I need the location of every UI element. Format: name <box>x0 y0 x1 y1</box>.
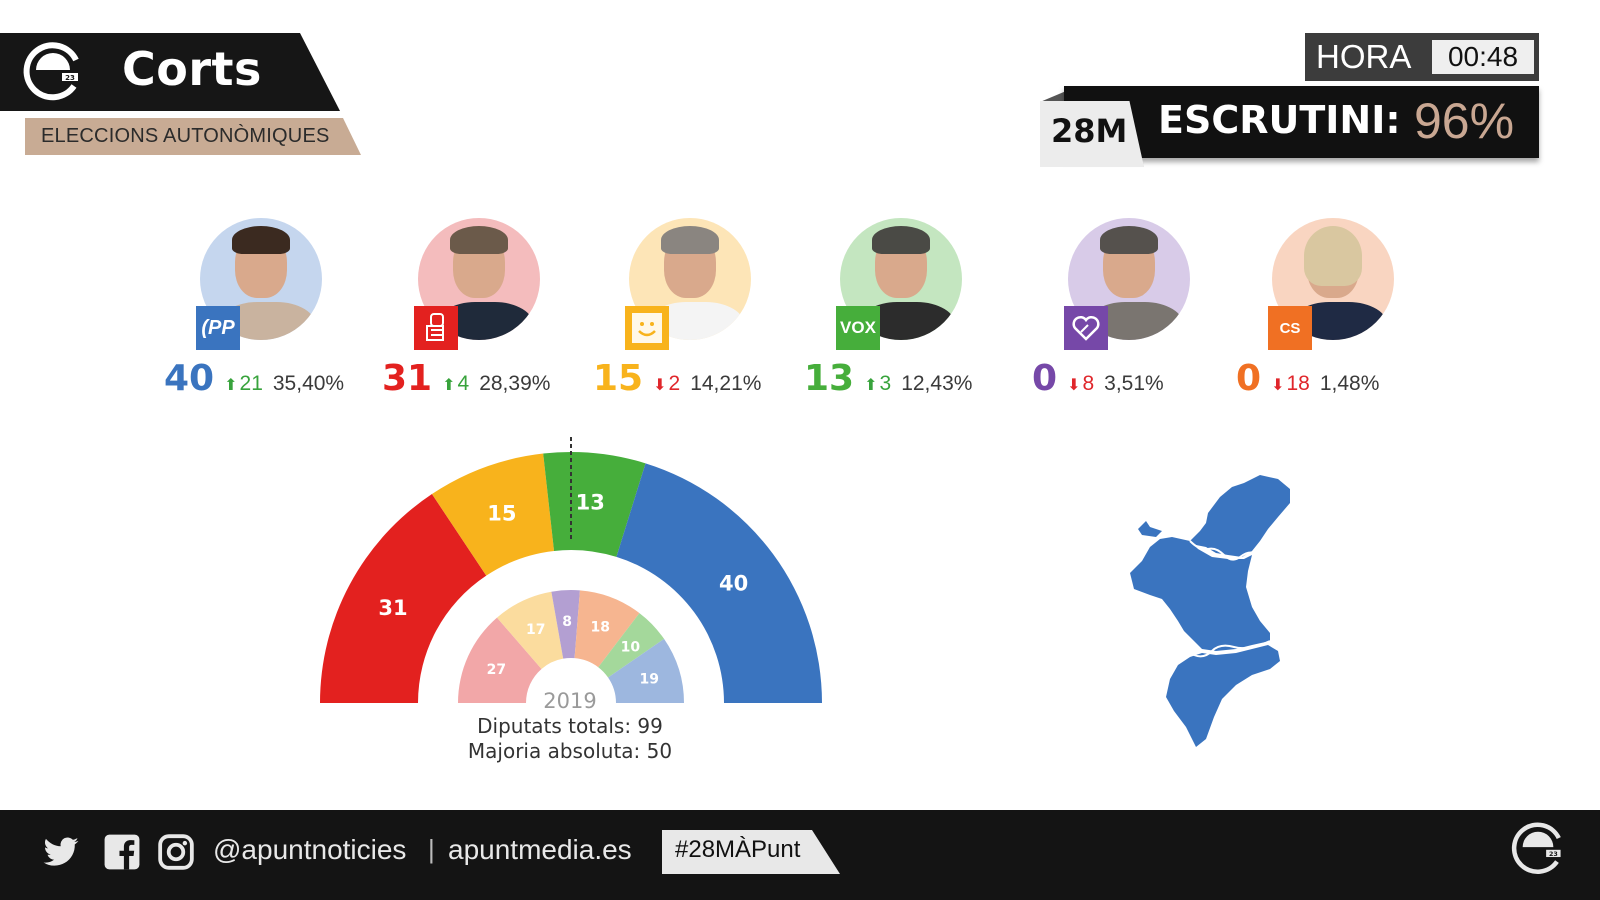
subtitle: ELECCIONS AUTONÒMIQUES <box>41 125 330 147</box>
segment-label: 31 <box>378 596 407 620</box>
castello-province <box>1190 475 1290 557</box>
vote-percentage: 14,21% <box>690 372 762 395</box>
segment-label: 17 <box>526 622 545 638</box>
psoe-rose-logo-icon <box>414 306 458 350</box>
arrow-down-icon: ⬇ <box>1271 377 1285 394</box>
vote-percentage: 28,39% <box>479 372 551 395</box>
valencia-region-map <box>1130 475 1290 747</box>
segment-label: 15 <box>487 502 516 526</box>
seat-change: ⬆ 21 <box>224 372 263 395</box>
arrow-up-icon: ⬆ <box>442 377 456 394</box>
seat-change: ⬇ 18 <box>1271 372 1310 395</box>
seat-change: ⬆ 3 <box>864 372 892 395</box>
segment-label: 13 <box>576 490 605 514</box>
candidate-card-cs: CS 0 ⬇ 18 1,48% <box>1236 218 1456 399</box>
hemicycle-segment <box>320 494 487 703</box>
seats-count: 0 <box>1032 358 1058 399</box>
arrow-down-icon: ⬇ <box>653 377 667 394</box>
clock-value: 00:48 <box>1432 40 1534 74</box>
segment-label: 19 <box>640 672 659 688</box>
seats-count: 40 <box>164 358 215 399</box>
candidate-card-pp: (PP 40 ⬆ 21 35,40% <box>164 218 384 399</box>
vote-percentage: 35,40% <box>272 372 345 395</box>
social-handle-link[interactable]: @apuntnoticies <box>213 834 407 865</box>
page-title: Corts <box>122 42 262 96</box>
apunt-logo-icon: 23 <box>23 42 79 101</box>
hashtag-box <box>662 830 840 874</box>
candidate-card-psoe: 31 ⬆ 4 28,39% <box>382 218 602 399</box>
total-seats-label: Diputats totals: 99 <box>477 714 663 738</box>
arrow-up-icon: ⬆ <box>864 377 878 394</box>
clock-label: HORA <box>1316 38 1412 75</box>
seats-count: 15 <box>593 358 644 399</box>
rincon-ademuz-exclave <box>1138 521 1162 537</box>
parliament-hemicycle-chart: 31 15 13 40 27 17 8 18 10 19 <box>320 437 822 703</box>
valencia-province <box>1130 537 1270 651</box>
escrutini-value: 96% <box>1414 93 1515 149</box>
hemicycle-segment <box>551 590 580 659</box>
hemicycle-segment <box>598 613 665 678</box>
arrow-down-icon: ⬇ <box>1067 377 1081 394</box>
svg-text:23: 23 <box>65 74 75 82</box>
candidate-card-podem: 0 ⬇ 8 3,51% <box>1032 218 1252 399</box>
chart-2019-label: 2019 <box>543 689 597 713</box>
subtitle-bar <box>25 118 361 155</box>
hemicycle-segment <box>616 463 822 703</box>
candidate-photo <box>840 218 962 340</box>
instagram-icon[interactable] <box>157 833 195 871</box>
hemicycle-segment <box>543 452 646 557</box>
compromis-smile-logo-icon <box>625 306 669 350</box>
candidate-card-vox: VOX 13 ⬆ 3 12,43% <box>804 218 1024 399</box>
facebook-icon[interactable] <box>103 833 141 871</box>
hemicycle-segment <box>497 591 564 669</box>
seat-change: ⬇ 8 <box>1067 372 1095 395</box>
chart-footer: 2019 Diputats totals: 99 Majoria absolut… <box>420 688 720 764</box>
cs-logo-icon: CS <box>1268 306 1312 350</box>
footer-separator: | <box>428 834 435 864</box>
candidate-card-compromis: 15 ⬇ 2 14,21% <box>593 218 813 399</box>
hemicycle-segment <box>608 638 684 703</box>
escrutini-label: ESCRUTINI: <box>1158 98 1401 142</box>
pp-logo-icon: (PP <box>196 306 240 350</box>
segment-label: 8 <box>562 614 572 630</box>
date-badge <box>1040 101 1144 167</box>
hashtag: #28MÀPunt <box>675 836 801 863</box>
seat-change: ⬇ 2 <box>653 372 681 395</box>
arrow-up-icon: ⬆ <box>224 377 238 394</box>
seat-change: ⬆ 4 <box>442 372 470 395</box>
vote-percentage: 3,51% <box>1104 372 1164 395</box>
seats-count: 31 <box>382 358 433 399</box>
majority-label: Majoria absoluta: 50 <box>467 739 673 763</box>
vox-logo-icon: VOX <box>836 306 880 350</box>
podem-heart-logo-icon <box>1064 306 1108 350</box>
twitter-icon[interactable] <box>42 833 80 871</box>
hemicycle-segment <box>574 590 640 668</box>
segment-label: 27 <box>487 662 506 678</box>
seats-count: 0 <box>1236 358 1262 399</box>
escrutini-bar <box>1064 86 1539 158</box>
svg-text:23: 23 <box>1549 851 1558 858</box>
segment-label: 10 <box>621 639 641 655</box>
website-link[interactable]: apuntmedia.es <box>448 834 632 865</box>
vote-percentage: 12,43% <box>901 372 973 395</box>
segment-label: 18 <box>591 619 610 635</box>
date-badge-text: 28M <box>1051 112 1128 150</box>
vote-percentage: 1,48% <box>1319 372 1380 395</box>
hemicycle-segment <box>458 617 542 703</box>
hemicycle-segment <box>431 453 555 576</box>
alacant-province <box>1166 645 1280 747</box>
candidate-photo <box>418 218 540 340</box>
segment-label: 40 <box>719 572 748 596</box>
seats-count: 13 <box>804 358 855 399</box>
apunt-logo-icon: 23 <box>1511 822 1561 874</box>
